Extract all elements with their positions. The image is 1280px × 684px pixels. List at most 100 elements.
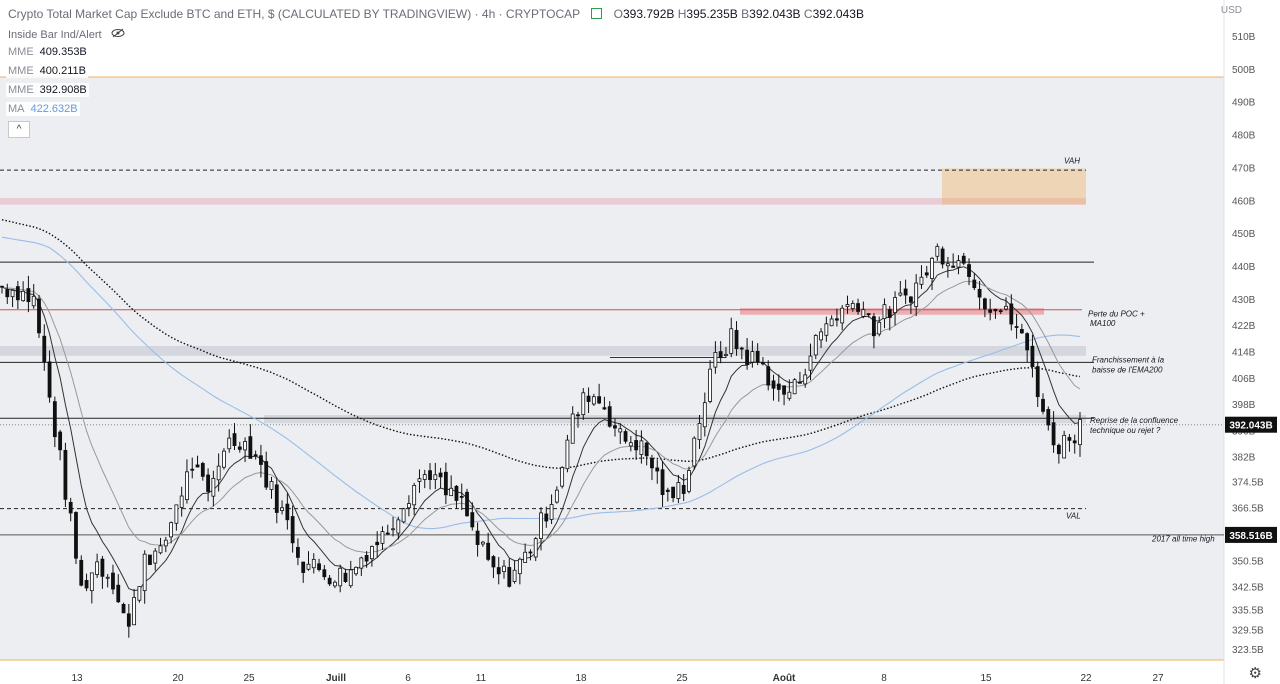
candle-body [819,331,823,341]
candle-body [1014,326,1019,328]
x-tick-label: 25 [243,673,255,684]
candle-body [465,491,469,517]
candle-body [787,391,792,399]
candle-body [0,285,4,288]
candle [813,334,818,360]
candle [121,602,126,614]
candle-body [945,263,950,267]
candle-body [782,385,786,395]
candle-body [576,414,580,417]
candle-body [211,477,216,497]
y-tick-label: 414B [1232,348,1256,359]
chevron-up-icon[interactable]: ^ [8,121,30,138]
candle [549,494,554,525]
marked-level-tag[interactable] [1225,526,1277,543]
candle [264,451,269,490]
candle [95,553,100,578]
indicator-value: 422.632B [30,103,78,115]
candle [227,429,232,453]
candle [31,284,36,309]
candle [623,429,628,444]
candle [692,436,697,470]
candle-body [533,538,538,558]
candle [877,316,882,337]
candle [872,313,876,349]
candle [348,560,353,588]
candle-body [496,567,501,575]
candle-body [972,279,977,289]
candle-body [803,374,808,385]
candle [438,467,443,489]
candle-body [755,350,760,363]
candle [243,437,247,463]
candle-body [391,528,395,531]
candle [185,459,189,504]
y-tick-label: 382B [1232,453,1256,464]
indicator-mme-1[interactable]: MME 409.353B [6,45,89,59]
candle [803,368,808,388]
chart-background-area [0,77,1224,660]
candle-body [665,489,670,492]
candle [433,462,438,490]
symbol-title[interactable]: Crypto Total Market Cap Exclude BTC and … [8,7,580,21]
candle-body [523,551,528,563]
candle-body [74,512,78,559]
candle-body [232,433,237,446]
x-tick-label: 13 [71,673,83,684]
inside-bar-indicator[interactable]: Inside Bar Ind/Alert [6,26,127,42]
candle [977,280,982,310]
gear-icon[interactable]: ⚙ [1248,665,1262,682]
candle [480,540,485,547]
candle [391,516,395,537]
indicator-mme-3[interactable]: MME 392.908B [6,83,89,97]
indicator-mme-2[interactable]: MME 400.211B [6,64,88,78]
annotation-confluence: technique ou rejet ? [1090,426,1161,435]
candle [100,555,105,589]
candle [903,279,908,304]
eye-off-icon[interactable] [111,27,125,41]
open-value: 393.792B [623,7,675,21]
last-price-tag[interactable] [1225,416,1277,433]
candle-body [454,485,459,501]
candle [739,346,744,360]
candle-body [898,292,903,296]
candle [465,488,469,517]
candle [924,265,929,278]
candle [375,531,380,558]
candle [52,396,57,448]
annotation-poc: Perte du POC + [1088,309,1145,318]
currency-label[interactable]: USD [1220,5,1242,16]
candle-body [158,545,163,554]
candle-body [919,276,924,285]
candle [412,482,417,516]
x-tick-label: 8 [881,673,887,684]
indicator-ma[interactable]: MA 422.632B [6,102,80,116]
candle-body [866,313,871,316]
candle [354,566,358,576]
x-tick-label: 6 [405,673,411,684]
candle [148,554,152,565]
candle-body [227,437,232,450]
annotation-vah: VAH [1064,157,1080,166]
indicator-value: 409.353B [39,46,87,58]
candle-body [222,450,226,468]
candle [253,450,258,460]
annotation-val: VAL [1066,512,1081,521]
candle-body [909,296,913,303]
candle-body [845,304,850,308]
candle-body [137,586,142,601]
candle-body [385,532,390,535]
candle [285,493,290,530]
candle [428,463,432,490]
candle-body [428,470,432,481]
candle-body [274,484,279,513]
candle [586,387,591,414]
candle-body [317,563,321,571]
candle-body [613,425,617,429]
candle-body [729,328,734,354]
candle-body [1025,333,1030,351]
candle [259,444,263,478]
candle-body [1056,444,1061,455]
flag-icon[interactable] [591,8,603,19]
